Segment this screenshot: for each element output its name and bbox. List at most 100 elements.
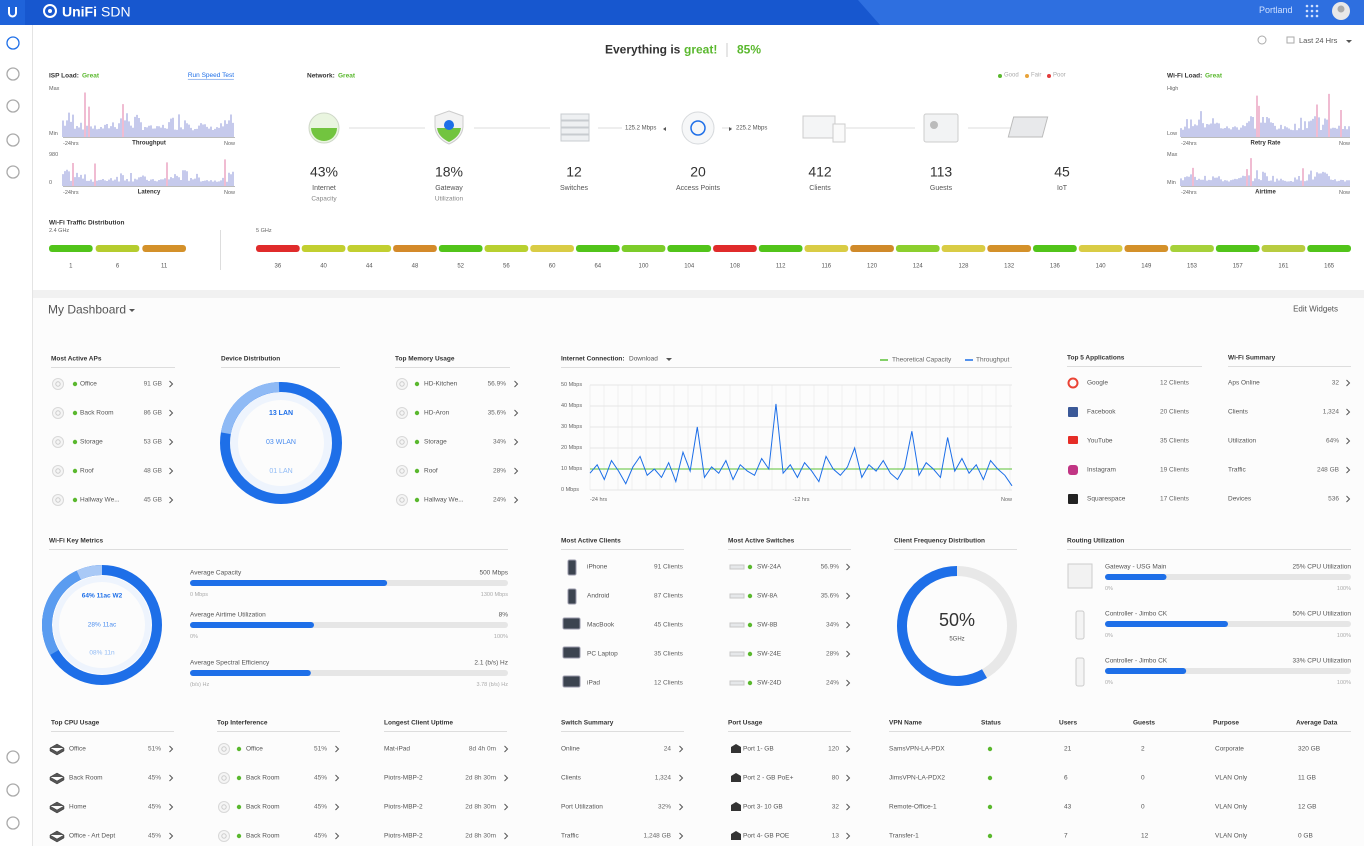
chevron[interactable] bbox=[169, 438, 174, 446]
node-label: Clients bbox=[809, 185, 831, 193]
chart-top-label: Max bbox=[1167, 151, 1178, 158]
client-device-icon bbox=[567, 588, 577, 605]
table-cell: 11 GB bbox=[1298, 774, 1316, 782]
chevron[interactable] bbox=[514, 467, 519, 475]
chevron[interactable] bbox=[846, 745, 851, 753]
chevron[interactable] bbox=[169, 409, 174, 417]
nav-icon[interactable] bbox=[6, 783, 20, 797]
cell: Back Room bbox=[246, 832, 280, 840]
apps-grid-dot[interactable] bbox=[1315, 14, 1319, 18]
cell: Piotrs-MBP-2 bbox=[384, 774, 423, 782]
chevron[interactable] bbox=[335, 745, 340, 753]
cell: 28% bbox=[825, 650, 839, 658]
chevron[interactable] bbox=[846, 832, 851, 840]
chevron[interactable] bbox=[679, 774, 684, 782]
channel-label: 100 bbox=[638, 263, 649, 270]
chevron[interactable] bbox=[504, 745, 509, 753]
channel-label: 52 bbox=[457, 263, 465, 270]
apps-grid-dot[interactable] bbox=[1310, 9, 1314, 13]
nav-icon[interactable] bbox=[6, 816, 20, 830]
sparkline-spikes bbox=[1192, 158, 1304, 186]
chevron[interactable] bbox=[679, 803, 684, 811]
channel-bar bbox=[49, 245, 93, 252]
chart-top-label: High bbox=[1167, 85, 1179, 92]
table-header: Status bbox=[981, 719, 1001, 727]
band-name: 2.4 GHz bbox=[49, 227, 70, 234]
chevron[interactable] bbox=[169, 467, 174, 475]
chevron[interactable] bbox=[1346, 437, 1351, 445]
band-name: 5 GHz bbox=[256, 227, 272, 234]
link-speed: 225.2 Mbps bbox=[736, 125, 768, 132]
cell: 35.6% bbox=[820, 592, 839, 600]
cell: 80 bbox=[831, 774, 839, 782]
table-cell: 0 bbox=[1141, 774, 1145, 782]
chevron[interactable] bbox=[846, 803, 851, 811]
cell: 32% bbox=[657, 803, 671, 811]
cpu-icon bbox=[49, 743, 65, 756]
legend-dot bbox=[998, 74, 1002, 78]
search-icon[interactable] bbox=[1257, 35, 1267, 45]
time-range[interactable]: Last 24 Hrs bbox=[1299, 35, 1338, 45]
nav-icon[interactable] bbox=[6, 99, 20, 113]
edit-widgets[interactable]: Edit Widgets bbox=[1293, 304, 1338, 314]
client-device-icon bbox=[562, 646, 581, 659]
apps-grid-dot[interactable] bbox=[1315, 4, 1319, 8]
nav-icon[interactable] bbox=[6, 165, 20, 179]
chevron[interactable] bbox=[1346, 408, 1351, 416]
chevron[interactable] bbox=[514, 496, 519, 504]
gateway-icon-fill bbox=[437, 128, 461, 142]
chart-bottom-label: Min bbox=[1167, 179, 1176, 186]
y-tick-label: 10 Mbps bbox=[561, 465, 583, 472]
nav-icon[interactable] bbox=[6, 36, 20, 50]
chevron[interactable] bbox=[1346, 379, 1351, 387]
chevron[interactable] bbox=[514, 409, 519, 417]
chevron[interactable] bbox=[846, 650, 851, 658]
chevron[interactable] bbox=[335, 774, 340, 782]
chevron[interactable] bbox=[169, 774, 174, 782]
apps-grid-dot[interactable] bbox=[1305, 9, 1309, 13]
apps-grid-dot[interactable] bbox=[1310, 4, 1314, 8]
dashboard-title[interactable]: My Dashboard bbox=[48, 302, 127, 317]
chevron[interactable] bbox=[169, 380, 174, 388]
chevron[interactable] bbox=[169, 496, 174, 504]
chevron[interactable] bbox=[504, 803, 509, 811]
speed-test-link[interactable]: Run Speed Test bbox=[187, 71, 234, 81]
mode-select[interactable]: Download bbox=[629, 355, 658, 363]
chevron[interactable] bbox=[846, 621, 851, 629]
chevron[interactable] bbox=[335, 803, 340, 811]
chevron[interactable] bbox=[169, 832, 174, 840]
widget-title: Longest Client Uptime bbox=[384, 719, 453, 727]
channel-label: 157 bbox=[1232, 263, 1243, 270]
chevron[interactable] bbox=[514, 380, 519, 388]
brand-icon-dot bbox=[48, 9, 52, 13]
chevron[interactable] bbox=[679, 832, 684, 840]
chevron[interactable] bbox=[504, 832, 509, 840]
chevron[interactable] bbox=[846, 592, 851, 600]
chevron[interactable] bbox=[504, 774, 509, 782]
chevron[interactable] bbox=[514, 438, 519, 446]
chevron[interactable] bbox=[1346, 495, 1351, 503]
apps-grid-dot[interactable] bbox=[1315, 9, 1319, 13]
chevron[interactable] bbox=[846, 679, 851, 687]
chevron[interactable] bbox=[335, 832, 340, 840]
nav-icon[interactable] bbox=[6, 67, 20, 81]
controller-icon bbox=[1075, 657, 1085, 687]
chevron[interactable] bbox=[169, 803, 174, 811]
apps-grid-dot[interactable] bbox=[1305, 4, 1309, 8]
apps-grid-dot[interactable] bbox=[1305, 14, 1309, 18]
nav-icon[interactable] bbox=[6, 133, 20, 147]
chevron[interactable] bbox=[1346, 466, 1351, 474]
chevron[interactable] bbox=[846, 774, 851, 782]
channel-label: 136 bbox=[1049, 263, 1060, 270]
chevron[interactable] bbox=[679, 745, 684, 753]
cell: 91 GB bbox=[143, 380, 162, 388]
chevron[interactable] bbox=[846, 563, 851, 571]
cell: 87 Clients bbox=[654, 592, 683, 600]
channel-label: 124 bbox=[912, 263, 923, 270]
chevron[interactable] bbox=[169, 745, 174, 753]
channel-label: 108 bbox=[729, 263, 740, 270]
nav-icon[interactable] bbox=[6, 750, 20, 764]
apps-grid-dot[interactable] bbox=[1310, 14, 1314, 18]
cell: 28% bbox=[492, 467, 506, 475]
site-name[interactable]: Portland bbox=[1259, 5, 1293, 16]
